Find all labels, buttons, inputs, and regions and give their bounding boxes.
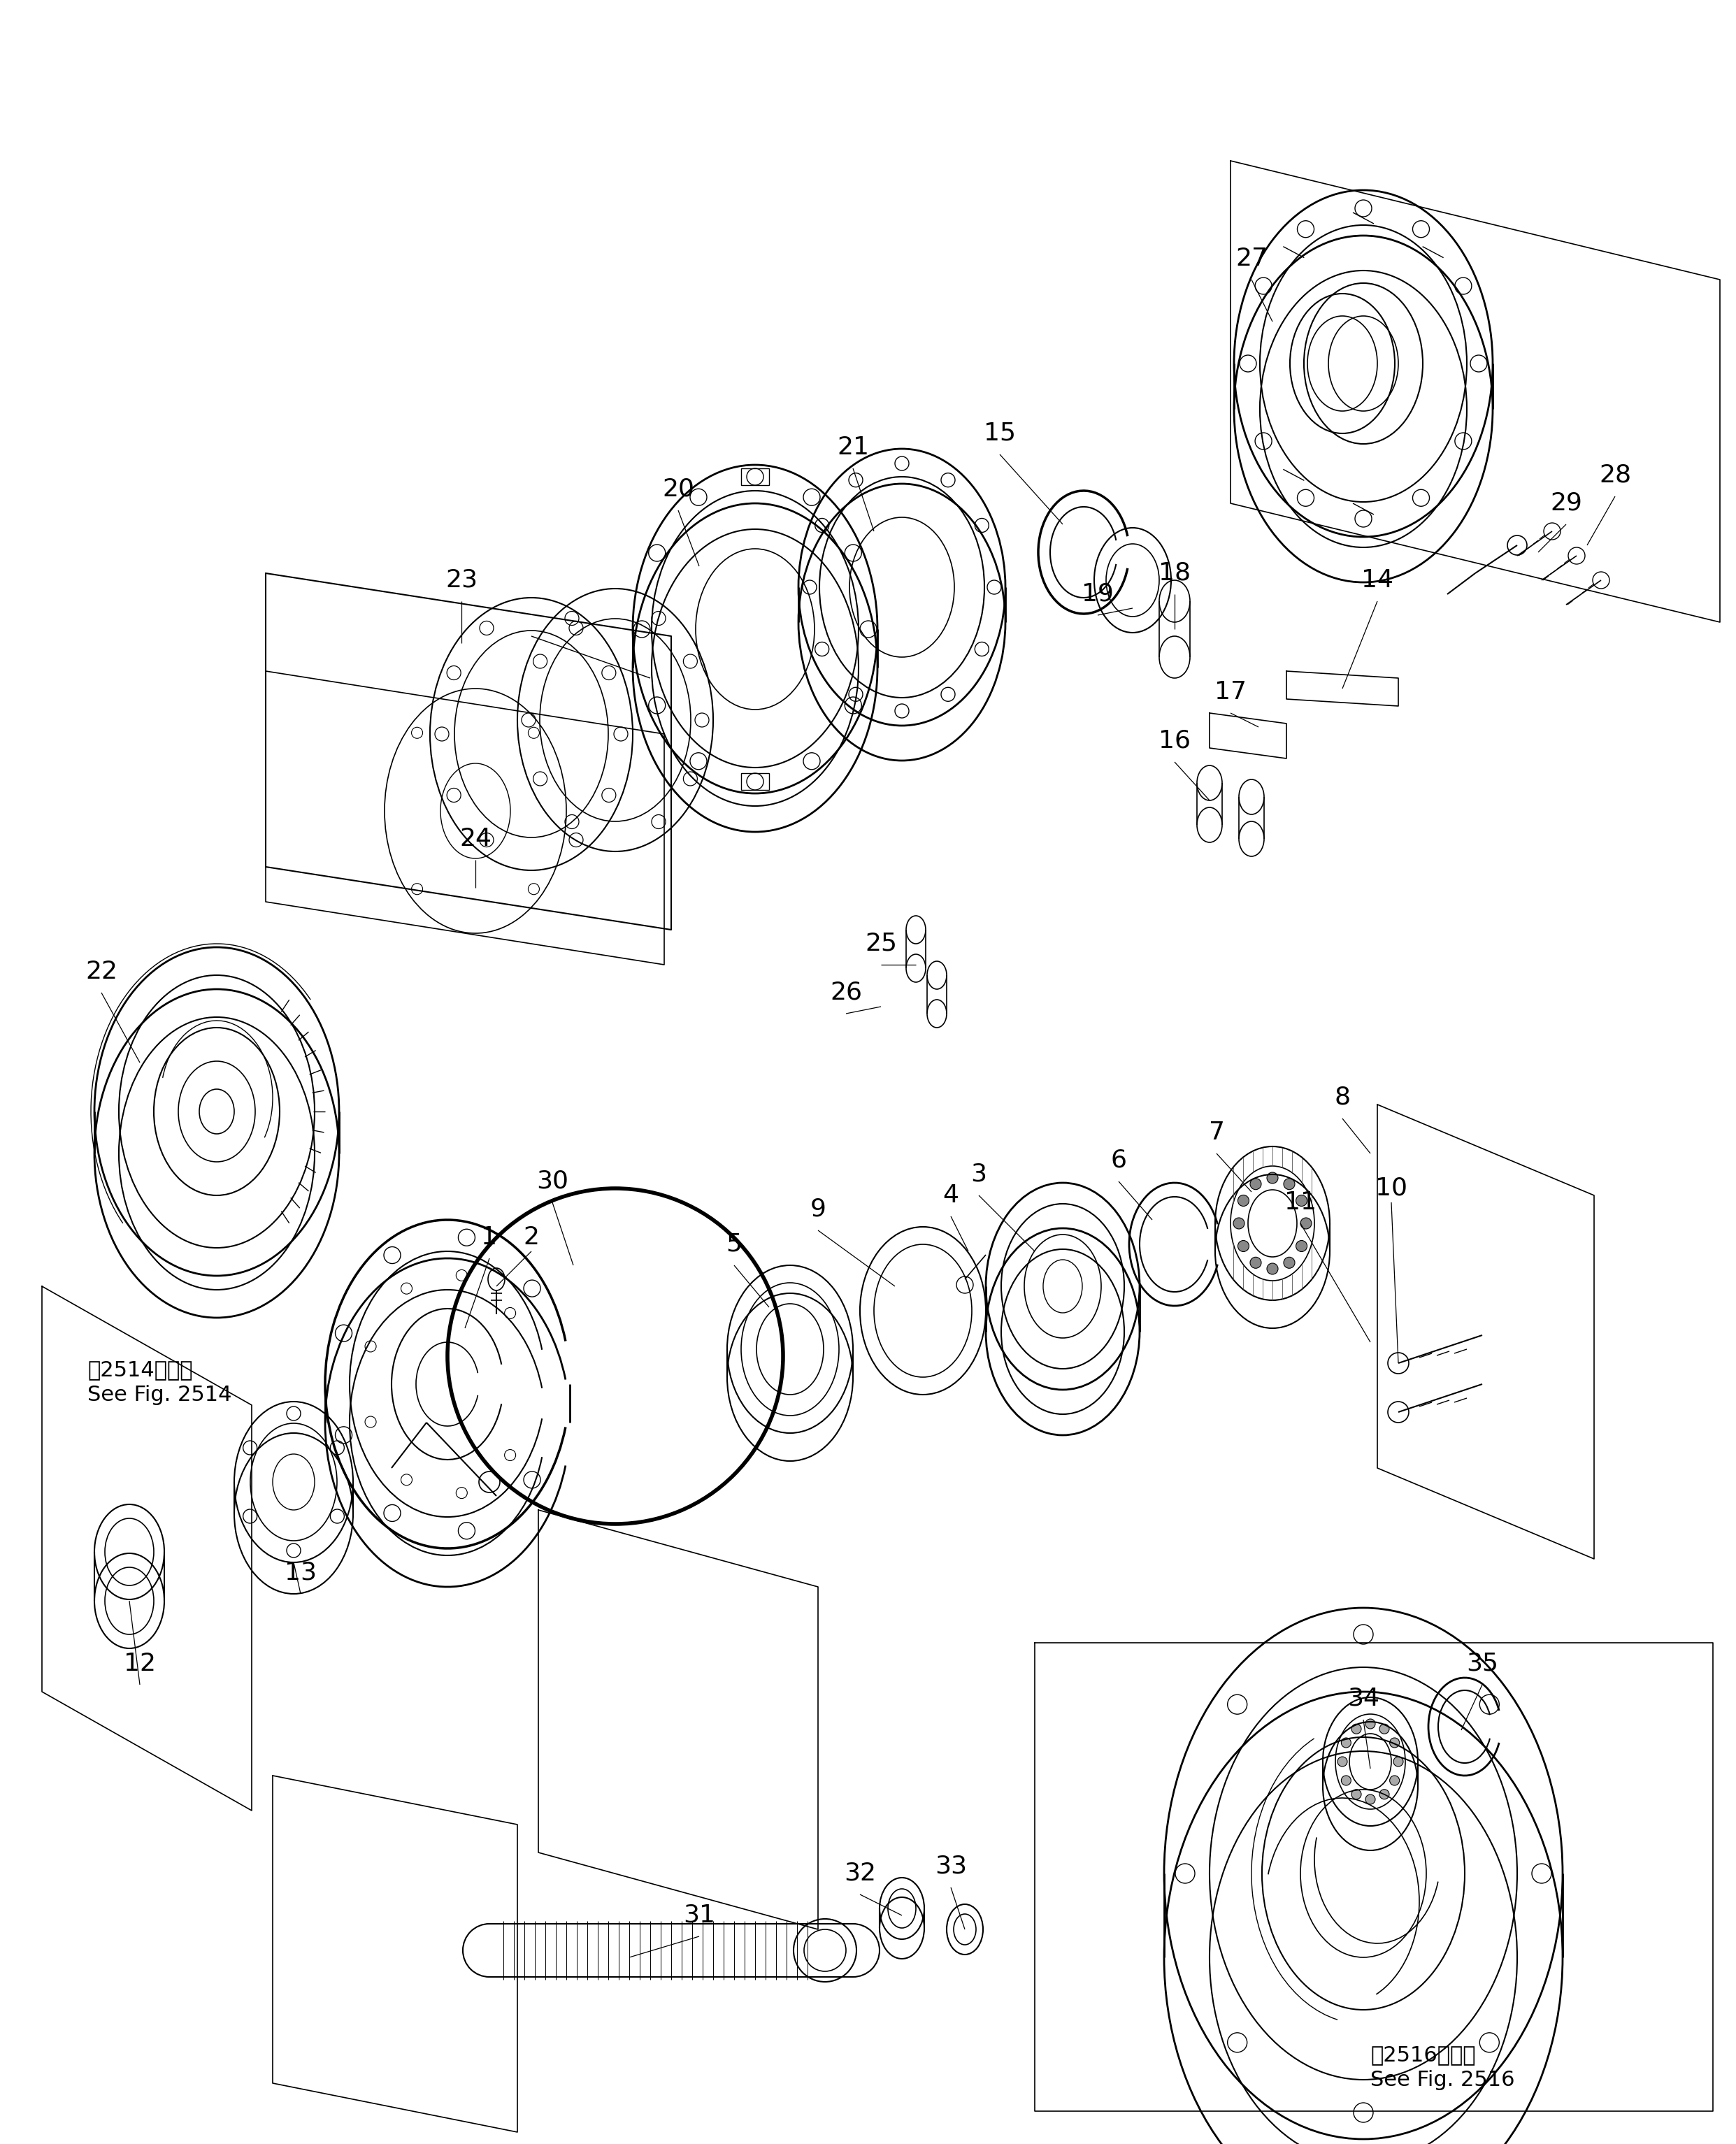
Circle shape [1389, 1775, 1399, 1786]
Text: 第2516図参照: 第2516図参照 [1370, 2045, 1476, 2065]
Text: 34: 34 [1347, 1687, 1380, 1711]
Text: 33: 33 [934, 1855, 967, 1878]
Text: 26: 26 [830, 980, 863, 1006]
Text: 5: 5 [726, 1233, 743, 1256]
Text: 25: 25 [865, 933, 898, 956]
Circle shape [1389, 1739, 1399, 1747]
Circle shape [1238, 1194, 1248, 1207]
Text: 31: 31 [682, 1904, 715, 1927]
Text: 29: 29 [1550, 491, 1581, 515]
Text: 15: 15 [984, 422, 1016, 446]
Text: 第2514図参照: 第2514図参照 [87, 1359, 193, 1381]
Circle shape [1351, 1724, 1361, 1734]
Text: 17: 17 [1215, 680, 1246, 703]
Text: 16: 16 [1158, 729, 1191, 753]
Text: 19: 19 [1082, 583, 1115, 607]
Text: 9: 9 [811, 1198, 826, 1222]
Text: 2: 2 [523, 1226, 540, 1250]
Circle shape [1342, 1775, 1351, 1786]
Circle shape [1366, 1795, 1375, 1805]
Text: 8: 8 [1335, 1085, 1351, 1108]
Circle shape [1351, 1790, 1361, 1799]
Text: 23: 23 [446, 568, 477, 592]
Text: 22: 22 [85, 961, 118, 984]
Text: See Fig. 2514: See Fig. 2514 [87, 1385, 233, 1404]
Circle shape [1267, 1263, 1278, 1274]
Text: 4: 4 [943, 1183, 958, 1207]
Text: 7: 7 [1208, 1121, 1224, 1145]
Text: 27: 27 [1236, 247, 1267, 270]
Text: 3: 3 [970, 1162, 986, 1186]
Text: 30: 30 [536, 1168, 568, 1194]
Text: 11: 11 [1285, 1190, 1316, 1214]
Circle shape [1394, 1756, 1403, 1767]
Circle shape [1342, 1739, 1351, 1747]
Text: See Fig. 2516: See Fig. 2516 [1370, 2069, 1516, 2090]
Text: 32: 32 [844, 1861, 877, 1885]
Text: 24: 24 [460, 828, 491, 851]
Circle shape [1238, 1241, 1248, 1252]
Bar [741, 774, 769, 789]
Text: 18: 18 [1158, 562, 1191, 585]
Text: 10: 10 [1375, 1177, 1408, 1201]
Text: 21: 21 [837, 435, 870, 459]
Circle shape [1283, 1179, 1295, 1190]
Text: 6: 6 [1111, 1149, 1127, 1173]
Circle shape [1300, 1218, 1312, 1229]
Circle shape [1283, 1256, 1295, 1269]
Circle shape [1366, 1719, 1375, 1728]
Text: 35: 35 [1467, 1651, 1498, 1677]
Circle shape [1297, 1194, 1307, 1207]
Circle shape [1297, 1241, 1307, 1252]
Bar [741, 467, 769, 485]
Text: 14: 14 [1361, 568, 1394, 592]
Circle shape [1267, 1173, 1278, 1183]
Text: 13: 13 [285, 1561, 316, 1584]
Circle shape [1380, 1790, 1389, 1799]
Circle shape [1250, 1256, 1262, 1269]
Text: 20: 20 [661, 478, 694, 502]
Circle shape [1337, 1756, 1347, 1767]
Circle shape [1250, 1179, 1262, 1190]
Text: 1: 1 [481, 1226, 498, 1250]
Text: 12: 12 [123, 1651, 156, 1677]
Circle shape [1380, 1724, 1389, 1734]
Circle shape [1233, 1218, 1245, 1229]
Text: 28: 28 [1599, 463, 1632, 487]
